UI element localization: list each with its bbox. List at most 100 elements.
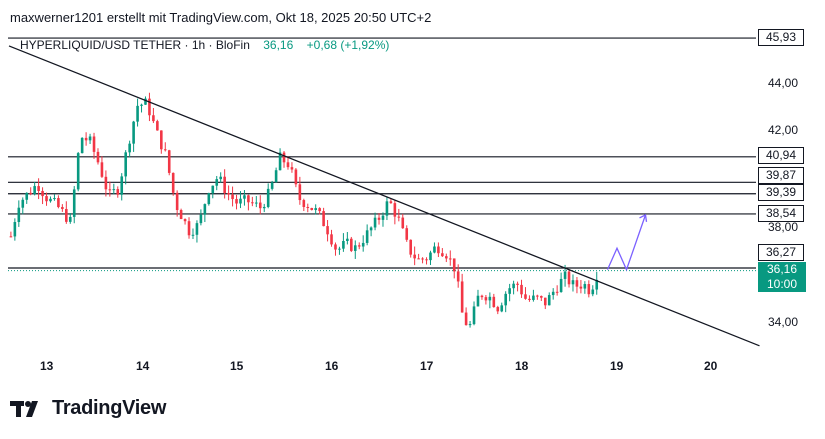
candle-body — [334, 244, 337, 250]
candle-body — [92, 136, 96, 152]
candle-body — [452, 258, 456, 272]
candle-body — [441, 253, 444, 257]
candle-body — [286, 162, 290, 168]
candle-body — [88, 136, 92, 141]
candle-body — [65, 208, 68, 222]
candle-body — [175, 192, 179, 211]
level-label[interactable]: 45,93 — [758, 29, 804, 46]
candle-body — [148, 98, 151, 116]
time-tick: 17 — [420, 359, 434, 373]
time-tick: 20 — [704, 359, 718, 373]
candle-body — [152, 115, 155, 122]
candle-body — [540, 296, 543, 298]
candle-body — [144, 98, 147, 105]
candle-body — [112, 189, 116, 191]
level-label[interactable]: 39,39 — [758, 184, 804, 201]
candle-body — [128, 143, 131, 153]
candle-body — [239, 198, 242, 204]
descending-trendline — [8, 45, 760, 347]
candle-body — [460, 281, 464, 313]
candle-body — [480, 295, 484, 298]
candle-body — [397, 216, 401, 218]
candle-body — [251, 202, 254, 204]
candle-body — [156, 121, 159, 131]
candle-body — [429, 252, 432, 261]
candle-body — [41, 190, 44, 197]
symbol-name[interactable]: HYPERLIQUID/USD TETHER — [20, 38, 182, 52]
tradingview-logo[interactable]: TradingView — [10, 397, 166, 420]
candle-body — [243, 195, 246, 199]
candle-body — [163, 149, 167, 151]
candle-body — [45, 196, 48, 202]
candle-body — [298, 184, 302, 201]
level-label[interactable]: 36,27 — [758, 244, 804, 261]
candle-body — [211, 185, 215, 194]
candle-body — [559, 278, 563, 293]
candle-body — [484, 297, 488, 301]
candle-body — [322, 211, 325, 227]
candle-body — [405, 228, 409, 240]
candle-body — [57, 198, 60, 208]
candle-body — [591, 289, 595, 295]
time-tick: 14 — [136, 359, 150, 373]
candle-body — [595, 279, 599, 290]
candle-body — [381, 215, 385, 220]
candle-body — [262, 206, 266, 209]
candle-body — [425, 259, 428, 261]
candle-body — [160, 130, 163, 150]
candle-body — [231, 194, 234, 200]
level-label[interactable]: 38,54 — [758, 205, 804, 222]
candle-body — [547, 295, 551, 306]
candle-body — [433, 246, 436, 253]
candle-body — [140, 104, 143, 106]
candle-body — [266, 188, 270, 207]
candle-body — [255, 202, 258, 204]
candle-body — [29, 192, 32, 194]
candle-body — [227, 193, 230, 195]
time-tick: 13 — [40, 359, 54, 373]
candle-body — [120, 176, 124, 195]
candle-body — [409, 239, 412, 255]
candle-body — [116, 189, 120, 195]
candle-body — [350, 238, 353, 251]
candle-body — [326, 226, 329, 235]
price-change: +0,68 (+1,92%) — [306, 38, 390, 52]
candle-body — [492, 296, 496, 308]
candle-body — [258, 202, 262, 209]
candle-body — [536, 295, 539, 297]
candle-body — [421, 258, 424, 260]
candle-body — [33, 186, 36, 194]
candle-body — [488, 296, 492, 301]
candle-body — [37, 186, 40, 191]
candle-body — [21, 199, 25, 208]
candle-body — [306, 206, 310, 208]
candle-body — [575, 280, 579, 287]
candle-body — [342, 240, 345, 249]
candle-body — [49, 198, 52, 202]
candle-body — [53, 198, 56, 200]
candle-body — [108, 189, 112, 191]
candle-body — [516, 283, 519, 285]
time-tick: 16 — [325, 359, 339, 373]
candle-body — [369, 227, 373, 231]
candle-body — [80, 137, 84, 154]
candle-body — [401, 217, 405, 229]
candle-body — [72, 189, 76, 217]
candle-body — [278, 152, 282, 171]
time-tick: 15 — [230, 359, 244, 373]
candle-body — [25, 192, 29, 200]
candle-body — [318, 208, 321, 212]
candle-body — [437, 246, 440, 254]
level-label[interactable]: 40,94 — [758, 147, 804, 164]
candle-body — [76, 153, 80, 190]
level-label[interactable]: 39,87 — [758, 167, 804, 184]
candle-body — [179, 210, 183, 220]
candle-body — [583, 284, 587, 289]
candle-body — [100, 162, 104, 177]
candle-body — [124, 152, 127, 177]
candle-body — [468, 324, 472, 326]
interval-label[interactable]: 1h — [191, 38, 206, 52]
candle-body — [500, 305, 504, 312]
